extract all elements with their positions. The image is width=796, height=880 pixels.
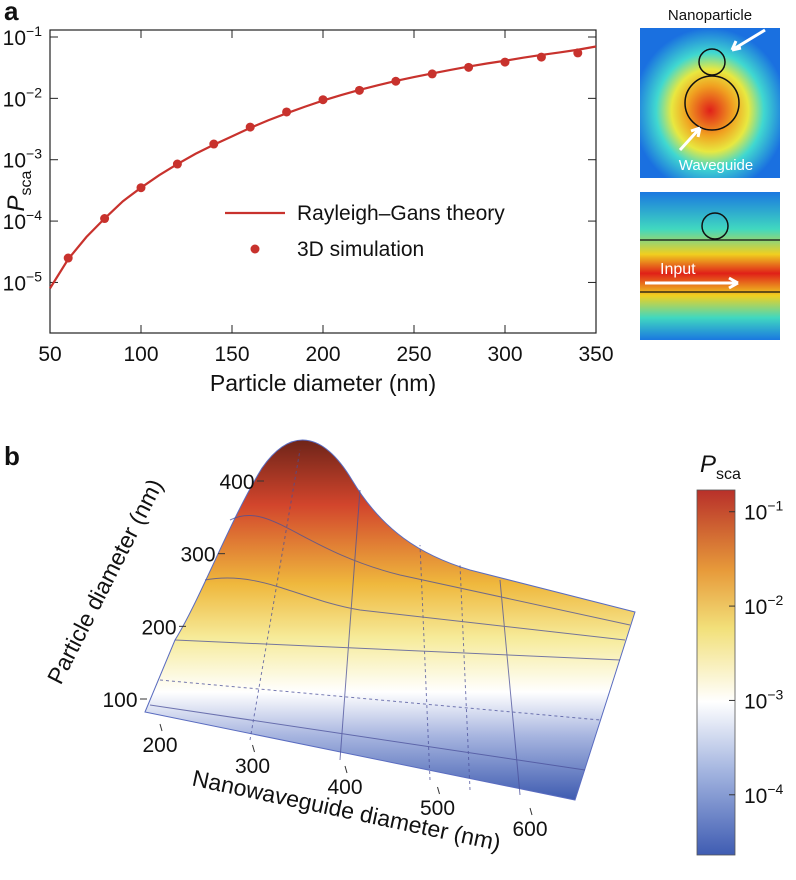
- tick-base: 10: [744, 690, 767, 713]
- data-point: [282, 107, 292, 117]
- field-image: [640, 28, 780, 178]
- arrow: [645, 276, 739, 290]
- x-axis-label: Particle diameter (nm): [210, 370, 436, 396]
- axis-label: Psca: [3, 170, 35, 211]
- arrow: [730, 28, 766, 52]
- x-tick: [529, 807, 533, 816]
- tick-label: 10−1: [3, 23, 43, 50]
- tick-exponent: −2: [767, 592, 783, 608]
- tick-exponent: −1: [26, 23, 42, 39]
- x-tick: [159, 723, 163, 732]
- legend-label: Rayleigh–Gans theory: [297, 202, 505, 225]
- axis-subscript: sca: [18, 170, 35, 195]
- tick-base: 10: [3, 211, 26, 234]
- y-axis-label: Particle diameter (nm): [42, 475, 168, 688]
- axis-subscript: sca: [716, 466, 741, 483]
- y-tick-label: 300: [180, 544, 215, 567]
- data-point: [209, 139, 219, 149]
- tick-base: 10: [3, 272, 26, 295]
- y-tick-label: 400: [219, 471, 254, 494]
- data-point: [172, 159, 182, 169]
- data-point: [427, 69, 437, 79]
- panel-label: b: [4, 441, 20, 471]
- tick-base: 10: [744, 596, 767, 619]
- x-tick-label: 350: [578, 343, 613, 366]
- field-image: [640, 192, 780, 340]
- tick-base: 10: [744, 785, 767, 808]
- x-tick-label: 300: [487, 343, 522, 366]
- x-tick-label: 400: [327, 776, 362, 799]
- legend-swatch: [250, 244, 260, 254]
- x-tick: [344, 765, 348, 774]
- x-tick-label: 100: [123, 343, 158, 366]
- tick-base: 10: [744, 502, 767, 525]
- x-tick: [252, 744, 255, 753]
- tick-label: 10−2: [744, 592, 784, 619]
- data-point: [318, 95, 328, 105]
- axis-symbol: P: [700, 451, 716, 478]
- inset-label: Input: [660, 261, 696, 278]
- legend-label: 3D simulation: [297, 238, 424, 261]
- particle-outline: [701, 212, 729, 240]
- data-point: [500, 57, 510, 67]
- axis-symbol: P: [3, 195, 30, 211]
- x-tick-label: 250: [396, 343, 431, 366]
- axis-label: Psca: [700, 451, 741, 483]
- tick-base: 10: [3, 27, 26, 50]
- tick-label: 10−1: [744, 498, 784, 525]
- inset-label: Waveguide: [679, 157, 754, 174]
- waveguide-outline: [684, 75, 740, 131]
- tick-exponent: −3: [767, 686, 783, 702]
- x-tick-label: 300: [235, 755, 270, 778]
- inset-bottom: Input: [640, 192, 780, 340]
- surface-grid: [149, 449, 631, 796]
- tick-exponent: −3: [26, 146, 42, 162]
- colorbar: [696, 489, 736, 856]
- tick-base: 10: [3, 88, 26, 111]
- particle-outline: [698, 48, 726, 76]
- inset-top: Nanoparticle Waveguide: [640, 7, 780, 178]
- inset-label: Nanoparticle: [668, 7, 752, 24]
- surface: [144, 439, 636, 801]
- tick-label: 10−4: [3, 207, 43, 234]
- y-tick-label: 100: [102, 689, 137, 712]
- tick-exponent: −4: [26, 207, 42, 223]
- data-point: [391, 76, 401, 86]
- data-point: [536, 52, 546, 62]
- x-tick-label: 600: [512, 818, 547, 841]
- data-point: [136, 183, 146, 193]
- data-point: [354, 85, 364, 95]
- tick-base: 10: [3, 150, 26, 173]
- data-point: [464, 62, 474, 72]
- data-point: [573, 48, 583, 58]
- tick-exponent: −5: [26, 268, 42, 284]
- x-tick-label: 150: [214, 343, 249, 366]
- x-tick-label: 200: [142, 734, 177, 757]
- tick-exponent: −1: [767, 498, 783, 514]
- tick-label: 10−3: [3, 146, 43, 173]
- x-tick-label: 200: [305, 343, 340, 366]
- tick-exponent: −2: [26, 84, 42, 100]
- data-point: [100, 214, 110, 224]
- x-tick: [437, 786, 440, 795]
- y-tick-label: 200: [141, 616, 176, 639]
- arrow: [678, 126, 702, 152]
- data-point: [63, 253, 73, 263]
- x-tick-label: 500: [420, 797, 455, 820]
- tick-label: 10−2: [3, 84, 43, 111]
- tick-label: 10−4: [744, 781, 784, 808]
- x-tick-label: 50: [38, 343, 61, 366]
- tick-label: 10−3: [744, 686, 784, 713]
- plot-frame: [49, 29, 597, 334]
- panel-label: a: [4, 0, 19, 26]
- tick-exponent: −4: [767, 781, 783, 797]
- tick-label: 10−5: [3, 268, 43, 295]
- data-point: [245, 122, 255, 132]
